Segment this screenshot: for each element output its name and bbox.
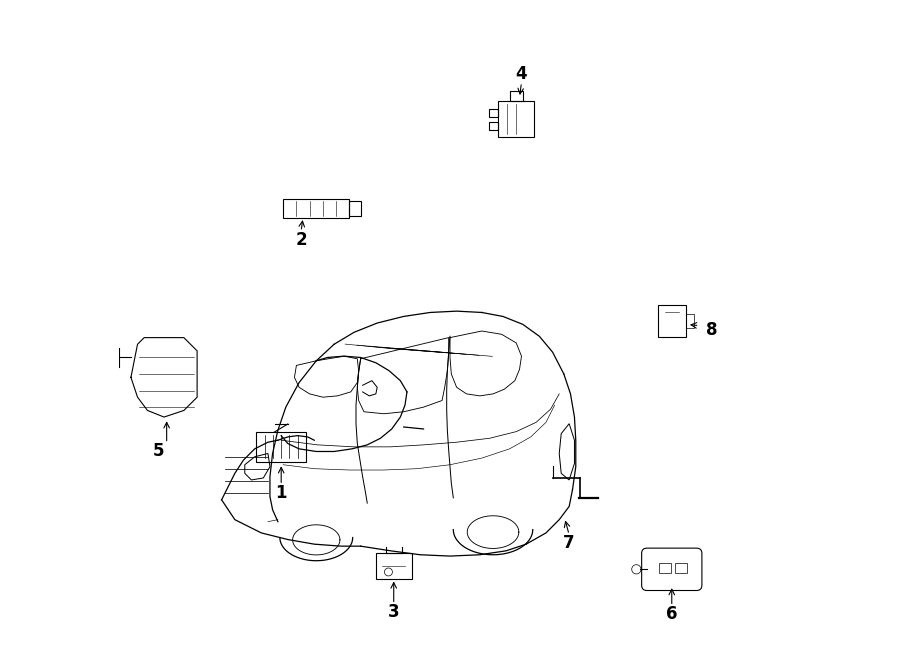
Text: 7: 7 [563,534,575,552]
Bar [658,305,686,337]
Bar [675,563,687,573]
Bar [284,199,349,218]
Bar [375,553,412,579]
Text: 3: 3 [388,603,400,622]
Text: 5: 5 [153,442,165,461]
Bar [256,432,306,462]
Text: 4: 4 [516,65,527,83]
Text: 2: 2 [295,230,307,249]
Bar [489,122,498,130]
Bar [498,101,535,138]
Bar [349,201,361,216]
Bar [489,109,498,117]
Text: 1: 1 [275,484,287,502]
Bar [686,314,694,328]
Bar [660,563,671,573]
Text: 6: 6 [666,605,678,624]
Text: 8: 8 [706,320,717,339]
Bar [509,91,523,101]
